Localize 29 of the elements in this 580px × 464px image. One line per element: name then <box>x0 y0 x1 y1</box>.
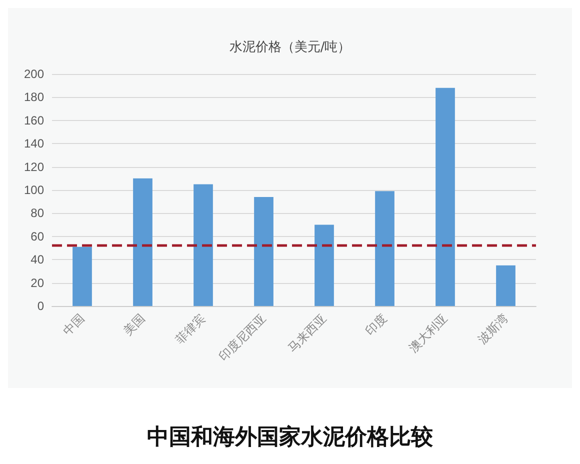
x-tick-label: 印度尼西亚 <box>216 311 269 364</box>
y-tick-label: 20 <box>30 276 44 290</box>
bar <box>72 246 92 306</box>
x-tick-label: 波斯湾 <box>475 311 511 346</box>
y-tick-label: 40 <box>30 252 44 267</box>
bar <box>496 265 516 306</box>
y-tick-label: 60 <box>30 229 44 244</box>
y-tick-label: 200 <box>24 67 44 81</box>
bar <box>375 191 394 306</box>
x-tick-label: 美国 <box>120 311 148 338</box>
y-tick-label: 80 <box>30 206 44 220</box>
bar <box>436 88 455 306</box>
x-tick-label: 澳大利亚 <box>406 311 450 355</box>
x-tick-label: 马来西亚 <box>285 311 330 355</box>
y-tick-label: 0 <box>37 299 44 313</box>
y-tick-label: 100 <box>24 183 44 197</box>
x-tick-label: 中国 <box>60 311 88 338</box>
bar <box>194 184 213 306</box>
bar <box>254 196 274 306</box>
chart-title: 水泥价格（美元/吨） <box>229 39 351 55</box>
y-tick-label: 160 <box>24 113 44 128</box>
x-tick-label: 印度 <box>362 311 390 338</box>
y-tick-label: 140 <box>24 136 44 151</box>
bar <box>133 178 152 306</box>
x-tick-label: 菲律宾 <box>172 311 208 346</box>
y-tick-label: 180 <box>24 90 44 104</box>
bar <box>314 224 334 306</box>
y-tick-label: 120 <box>24 160 44 174</box>
text: 中国和海外国家水泥价格比较 <box>147 424 434 450</box>
